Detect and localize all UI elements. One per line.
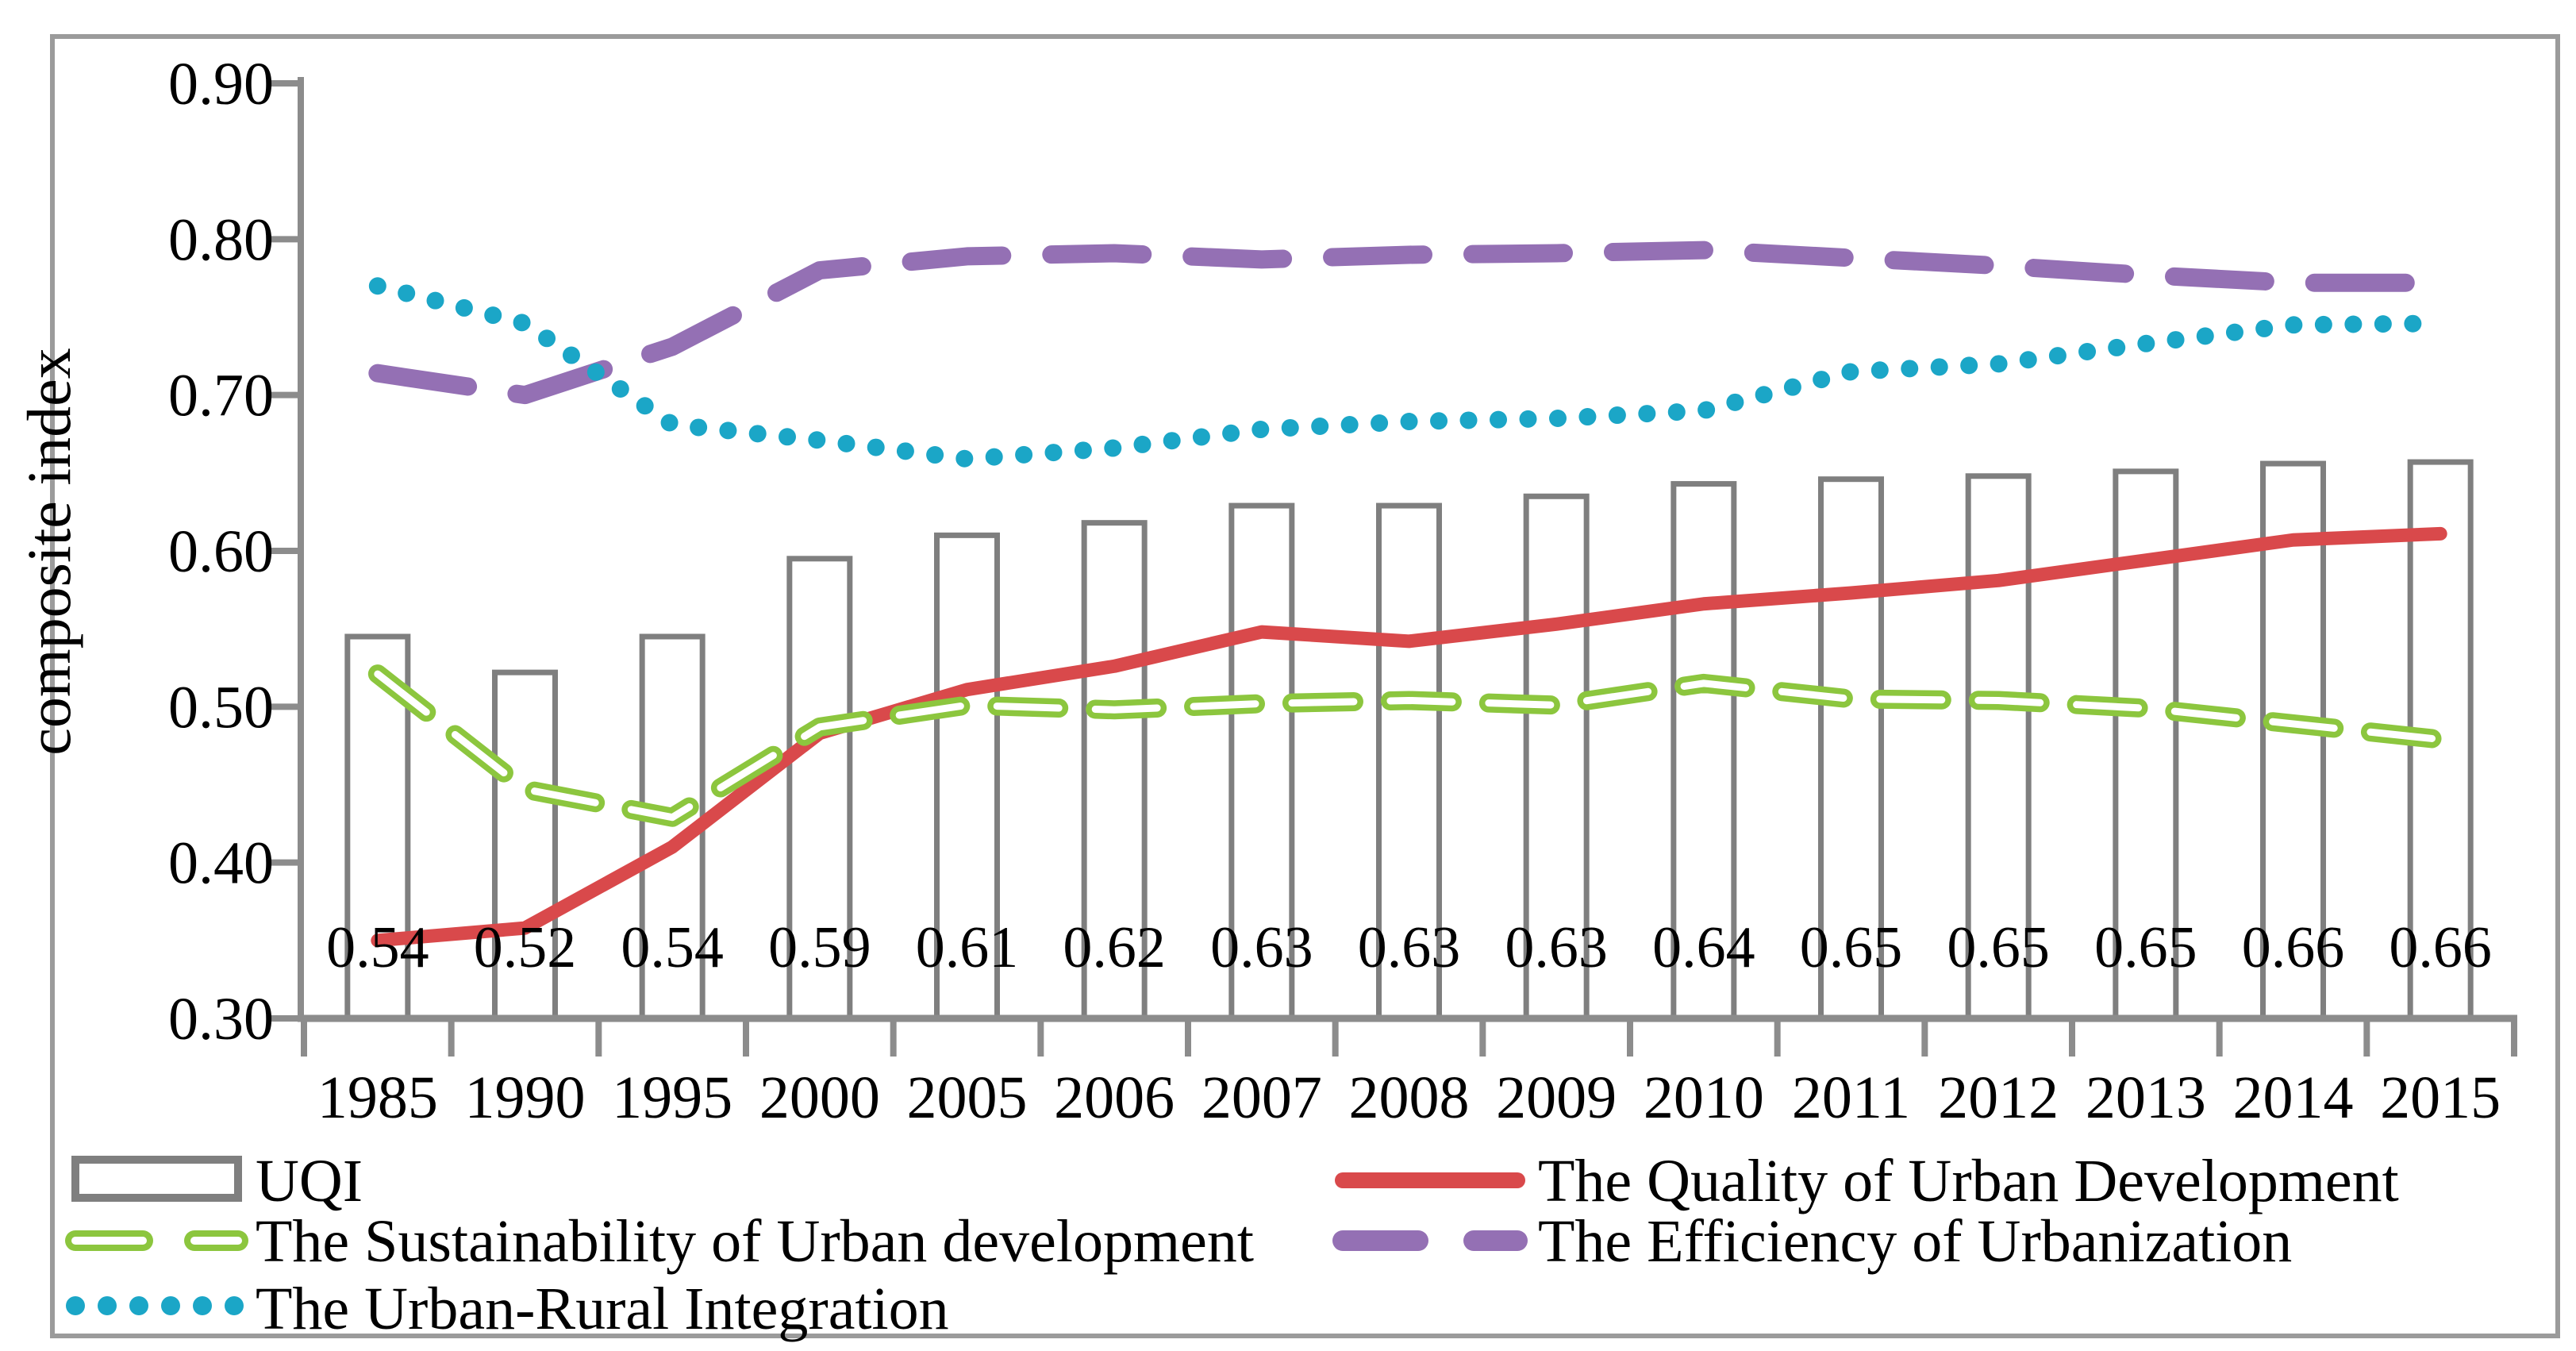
bar-uqi-2000: [786, 556, 853, 1022]
legend-marker-uqi: [71, 1156, 242, 1202]
x-tick-label-1995: 1995: [612, 1064, 732, 1131]
bar-uqi-2007: [1228, 502, 1295, 1022]
legend-item-sustainability-label: The Sustainability of Urban development: [256, 1208, 1254, 1275]
x-tick-label-2005: 2005: [907, 1064, 1028, 1131]
legend-item-urban-rural-label: The Urban-Rural Integration: [256, 1276, 949, 1342]
bar-value-label-2009: 0.63: [1505, 915, 1608, 980]
x-tick-label-2013: 2013: [2086, 1064, 2206, 1131]
figure-border: [50, 34, 2560, 1338]
bar-value-label-2000: 0.59: [768, 915, 871, 980]
bar-value-label-1985: 0.54: [326, 915, 429, 980]
y-tick-label-0.50: 0.50: [168, 674, 274, 741]
bar-uqi-2006: [1081, 520, 1148, 1022]
bar-value-label-2014: 0.66: [2242, 915, 2345, 980]
bar-uqi-2012: [1965, 473, 2032, 1022]
bar-uqi-2011: [1818, 476, 1884, 1022]
x-tick-label-2000: 2000: [759, 1064, 880, 1131]
legend-item-uqi-label: UQI: [256, 1148, 363, 1214]
y-tick-label-0.40: 0.40: [168, 830, 274, 897]
x-tick-label-2009: 2009: [1496, 1064, 1617, 1131]
x-tick-label-2012: 2012: [1938, 1064, 2059, 1131]
y-tick-label-0.90: 0.90: [168, 51, 274, 117]
line-sustainability-core: [374, 670, 2444, 822]
line-efficiency-of-urbanization: [368, 241, 2450, 405]
x-tick-label-2014: 2014: [2233, 1064, 2354, 1131]
y-tick-label-0.80: 0.80: [168, 206, 274, 273]
line-urban-rural-integration: [368, 277, 2450, 468]
bar-value-label-2005: 0.61: [916, 915, 1019, 980]
bar-value-label-1990: 0.52: [474, 915, 577, 980]
bar-value-label-2007: 0.63: [1210, 915, 1313, 980]
x-tick-label-2007: 2007: [1201, 1064, 1322, 1131]
bar-uqi-2009: [1523, 493, 1590, 1022]
bar-value-label-1995: 0.54: [621, 915, 724, 980]
legend-item-efficiency-label: The Efficiency of Urbanization: [1538, 1208, 2293, 1275]
bar-value-label-2013: 0.65: [2094, 915, 2197, 980]
bar-uqi-2008: [1376, 502, 1442, 1022]
x-tick-label-2008: 2008: [1349, 1064, 1470, 1131]
x-tick-label-2011: 2011: [1792, 1064, 1910, 1131]
y-axis-title: composite index: [14, 348, 83, 756]
y-tick-label-0.60: 0.60: [168, 518, 274, 585]
legend-item-quality-label: The Quality of Urban Development: [1538, 1148, 2399, 1214]
y-tick-label-0.30: 0.30: [168, 986, 274, 1053]
y-tick-label-0.70: 0.70: [168, 363, 274, 429]
x-tick-label-1990: 1990: [465, 1064, 586, 1131]
bar-value-label-2008: 0.63: [1358, 915, 1461, 980]
bar-uqi-2014: [2260, 460, 2326, 1022]
x-tick-label-2010: 2010: [1644, 1064, 1764, 1131]
x-tick-label-2015: 2015: [2380, 1064, 2501, 1131]
bar-value-label-2006: 0.62: [1063, 915, 1166, 980]
bar-value-label-2010: 0.64: [1652, 915, 1755, 980]
bar-value-label-2015: 0.66: [2389, 915, 2492, 980]
x-tick-label-1985: 1985: [317, 1064, 438, 1131]
bar-value-label-2011: 0.65: [1800, 915, 1903, 980]
line-quality-of-urban-development: [371, 526, 2447, 948]
x-tick-label-2006: 2006: [1054, 1064, 1175, 1131]
bar-value-label-2012: 0.65: [1947, 915, 2050, 980]
